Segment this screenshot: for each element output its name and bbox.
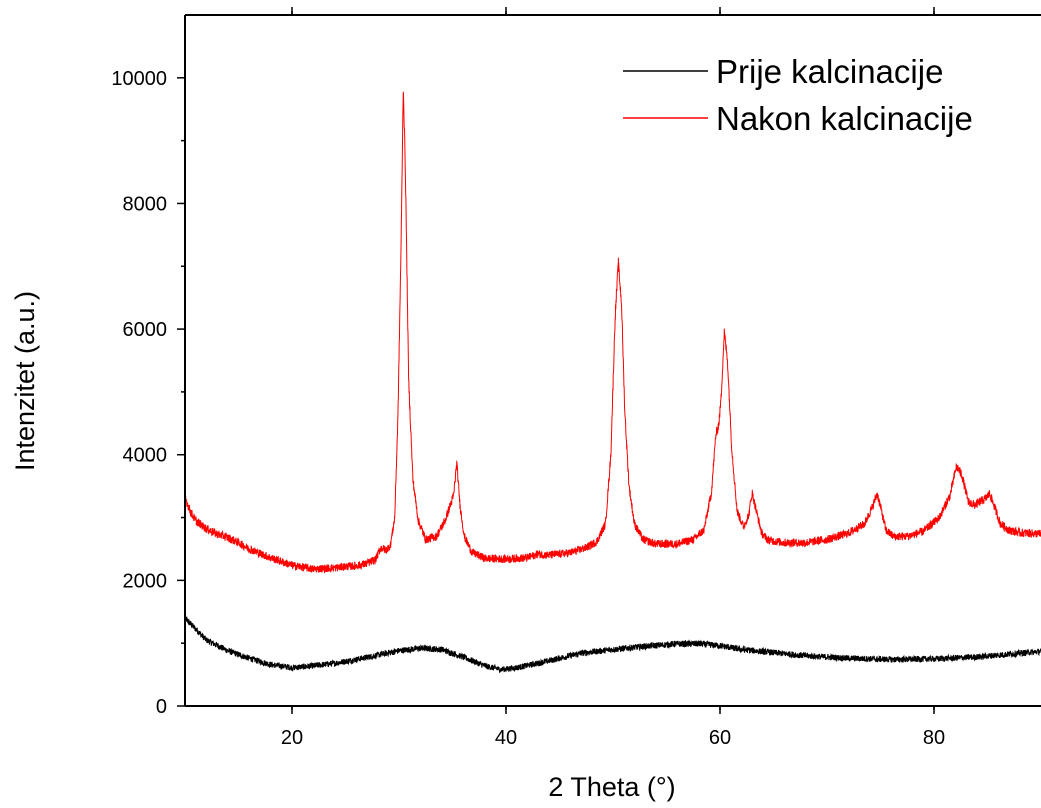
legend-label-nakon: Nakon kalcinacije xyxy=(716,100,973,137)
ticks: 20 40 60 80 0 2000 4000 6000 8000 10000 xyxy=(111,7,945,749)
y-axis-title: Intenzitet (a.u.) xyxy=(10,291,40,471)
x-tick-label: 40 xyxy=(495,727,517,749)
x-tick-label: 60 xyxy=(709,727,731,749)
y-tick-label: 8000 xyxy=(123,193,168,215)
legend-label-prije: Prije kalcinacije xyxy=(716,53,943,90)
series-layer xyxy=(185,91,1041,673)
y-tick-label: 6000 xyxy=(123,319,168,341)
y-tick-label: 10000 xyxy=(111,68,167,90)
y-tick-label: 0 xyxy=(156,696,167,718)
axes xyxy=(184,14,1041,707)
series-line-1 xyxy=(185,91,1041,574)
y-tick-label: 2000 xyxy=(123,570,168,592)
legend: Prije kalcinacije Nakon kalcinacije xyxy=(623,53,973,137)
x-tick-label: 20 xyxy=(281,727,303,749)
x-tick-label: 80 xyxy=(923,727,945,749)
series-line-0 xyxy=(185,615,1041,673)
y-tick-label: 4000 xyxy=(123,445,168,467)
x-axis-title: 2 Theta (°) xyxy=(548,772,675,802)
